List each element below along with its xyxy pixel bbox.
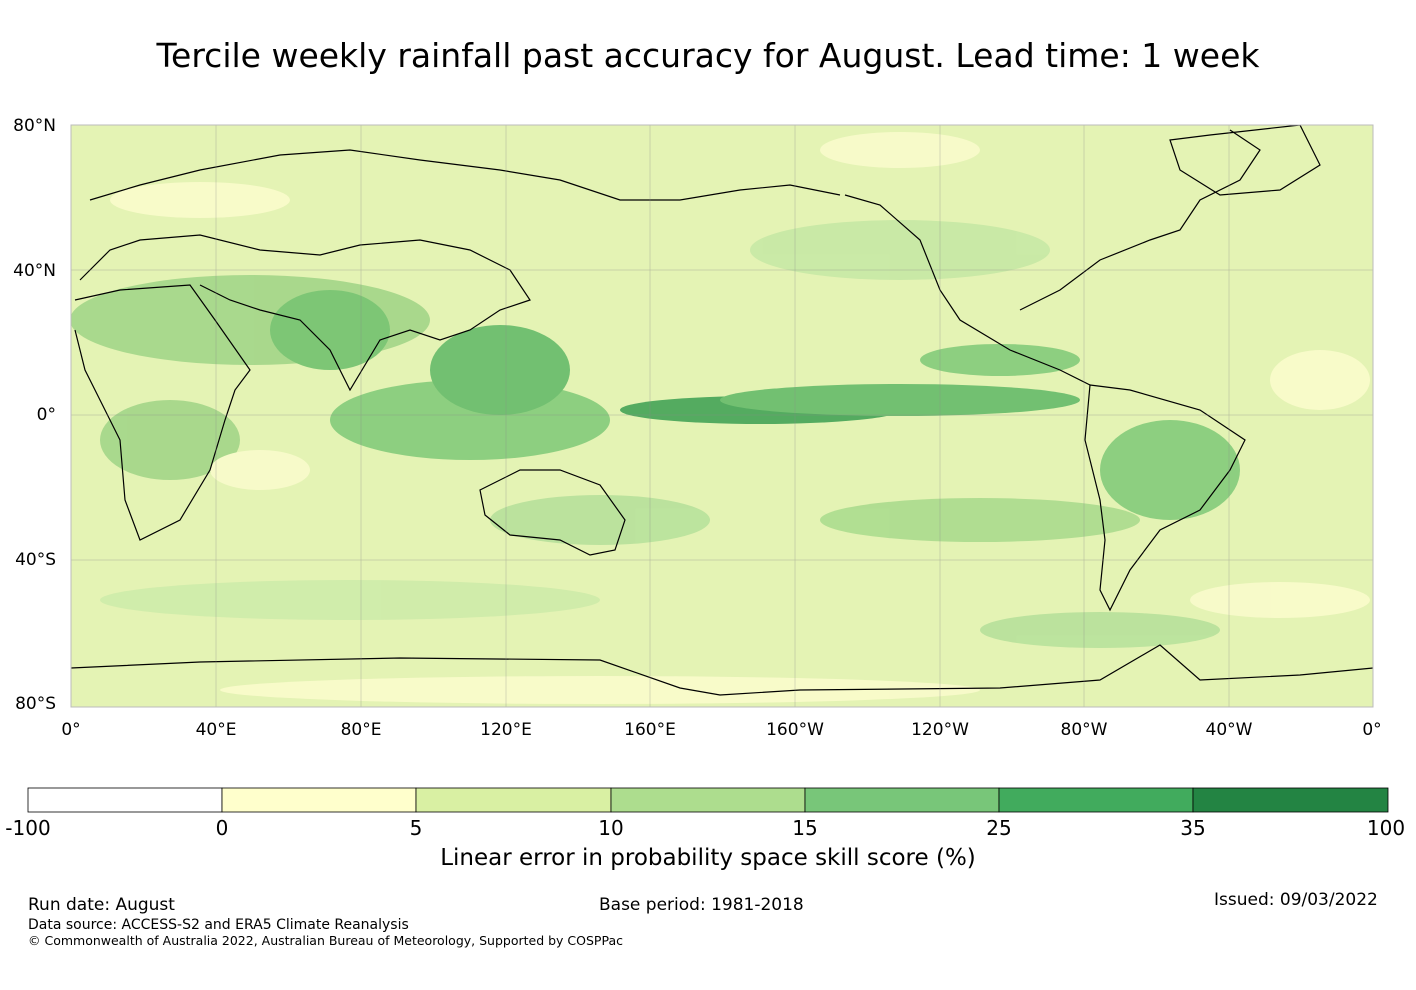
base-period: Base period: 1981-2018 xyxy=(599,895,804,915)
colorbar-label: Linear error in probability space skill … xyxy=(440,845,976,871)
lon-label-0: 0° xyxy=(61,720,81,740)
map-title: Tercile weekly rainfall past accuracy fo… xyxy=(156,36,1260,75)
issued-date: Issued: 09/03/2022 xyxy=(1214,890,1378,910)
lon-label-40w: 40°W xyxy=(1205,720,1253,740)
lat-label-40s: 40°S xyxy=(15,550,56,570)
lon-label-0-end: 0° xyxy=(1362,720,1382,740)
lon-label-120e: 120°E xyxy=(480,720,532,740)
colorbar-tick: 15 xyxy=(792,816,818,840)
lon-label-160e: 160°E xyxy=(624,720,676,740)
colorbar-tick: 10 xyxy=(598,816,624,840)
colorbar-tick: 25 xyxy=(986,816,1012,840)
colorbar-bin-1 xyxy=(27,787,223,813)
data-source: Data source: ACCESS-S2 and ERA5 Climate … xyxy=(28,917,409,933)
lon-label-160w: 160°W xyxy=(766,720,824,740)
copyright: © Commonwealth of Australia 2022, Austra… xyxy=(28,933,623,948)
colorbar-bin-3 xyxy=(415,787,612,813)
colorbar-bin-7 xyxy=(1192,787,1389,813)
colorbar xyxy=(27,787,1389,813)
colorbar-tick: 35 xyxy=(1180,816,1206,840)
colorbar-bin-6 xyxy=(998,787,1194,813)
skill-field xyxy=(71,132,1370,704)
coastlines xyxy=(71,125,1373,696)
map-frame xyxy=(70,124,1374,708)
colorbar-bin-5 xyxy=(804,787,1000,813)
lon-label-80e: 80°E xyxy=(340,720,382,740)
colorbar-tick: 0 xyxy=(215,816,229,840)
lon-label-120w: 120°W xyxy=(911,720,969,740)
lat-label-40n: 40°N xyxy=(13,261,56,281)
lat-label-80s: 80°S xyxy=(15,694,56,714)
run-date: Run date: August xyxy=(28,895,175,915)
colorbar-tick: 100 xyxy=(1366,816,1406,840)
colorbar-bin-4 xyxy=(610,787,806,813)
lat-label-80n: 80°N xyxy=(13,116,56,136)
lon-label-80w: 80°W xyxy=(1060,720,1108,740)
colorbar-tick: -100 xyxy=(5,816,51,840)
colorbar-bin-2 xyxy=(221,787,417,813)
lat-label-equator: 0° xyxy=(36,405,56,425)
lon-label-40e: 40°E xyxy=(195,720,237,740)
graticule xyxy=(71,125,1373,707)
colorbar-tick: 5 xyxy=(409,816,423,840)
